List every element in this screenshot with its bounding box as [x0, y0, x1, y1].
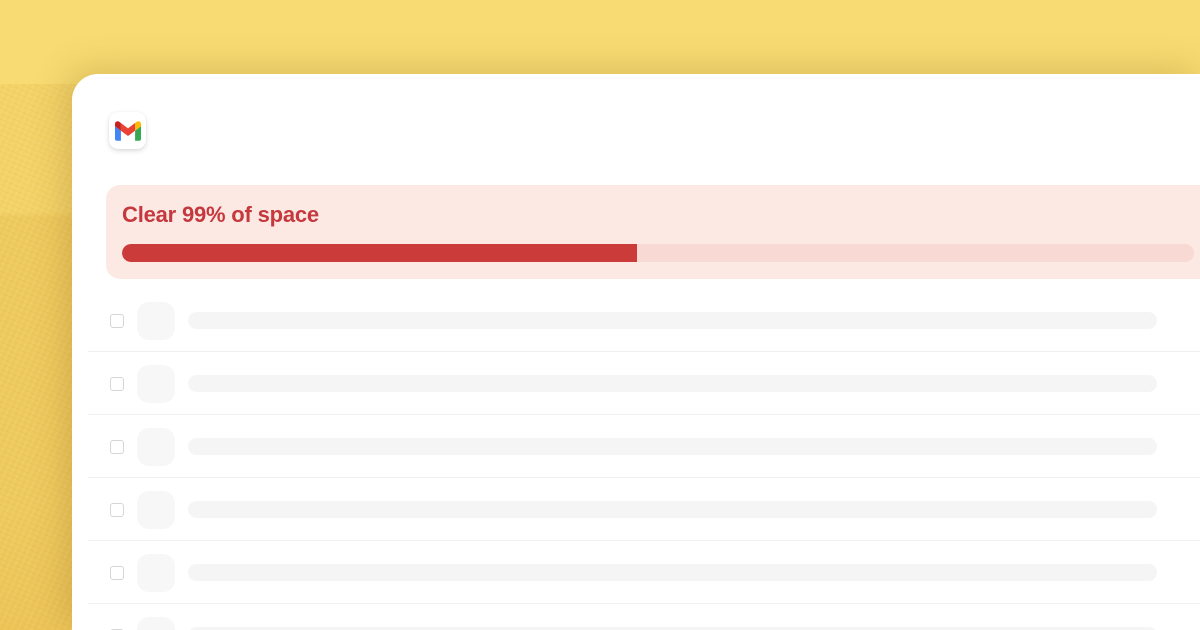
email-row[interactable]: [72, 289, 1200, 352]
email-subject-placeholder: [188, 312, 1157, 329]
sender-avatar-placeholder: [137, 427, 175, 466]
sender-avatar-placeholder: [137, 490, 175, 529]
email-checkbox[interactable]: [110, 565, 124, 580]
email-list: [72, 289, 1200, 630]
sender-avatar-placeholder: [137, 364, 175, 403]
email-subject-placeholder: [188, 627, 1157, 630]
email-row[interactable]: [72, 352, 1200, 415]
storage-progress-track: [122, 244, 1194, 262]
email-checkbox[interactable]: [110, 376, 124, 391]
email-row[interactable]: [72, 541, 1200, 604]
email-subject-placeholder: [188, 501, 1157, 518]
email-checkbox[interactable]: [110, 439, 124, 454]
storage-warning-banner: Clear 99% of space: [106, 185, 1200, 279]
email-checkbox[interactable]: [110, 313, 124, 328]
email-subject-placeholder: [188, 564, 1157, 581]
yellow-texture-background: [0, 84, 80, 630]
gmail-window-card: Clear 99% of space: [72, 74, 1200, 630]
email-subject-placeholder: [188, 375, 1157, 392]
sender-avatar-placeholder: [137, 301, 175, 340]
storage-banner-title: Clear 99% of space: [122, 202, 319, 227]
storage-progress-fill: [122, 244, 637, 262]
gmail-logo-icon: [114, 120, 141, 141]
email-checkbox[interactable]: [110, 502, 124, 517]
email-subject-placeholder: [188, 438, 1157, 455]
email-row[interactable]: [72, 604, 1200, 630]
sender-avatar-placeholder: [137, 553, 175, 592]
email-row[interactable]: [72, 415, 1200, 478]
email-row[interactable]: [72, 478, 1200, 541]
gmail-logo-tile: [109, 112, 146, 149]
sender-avatar-placeholder: [137, 616, 175, 630]
